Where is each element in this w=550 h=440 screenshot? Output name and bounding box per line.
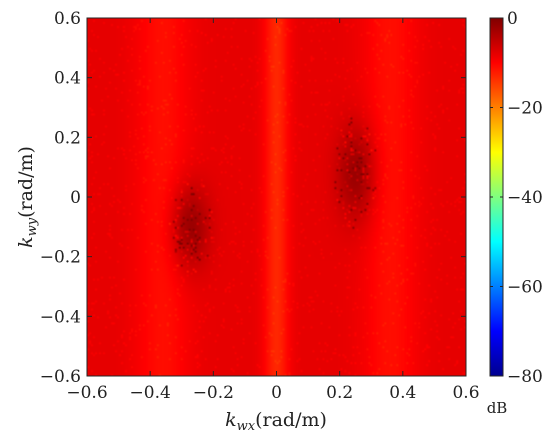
x-axis-ticks: −0.6 −0.4 −0.2 0 0.2 0.4 0.6 [66,18,480,403]
plot-area [86,17,467,377]
colorbar: 0 −20 −40 −60 −80 dB [487,9,543,417]
x-tick-label: 0.2 [326,383,353,403]
x-axis-label: kwx(rad/m) [225,409,327,434]
colorbar-tick-label: −80 [507,367,543,387]
y-tick-label: 0.4 [54,69,81,89]
colorbar-tick-label: −60 [507,278,543,298]
x-tick-label: −0.4 [130,383,171,403]
y-tick-label: 0.6 [54,9,81,29]
y-axis-unit: (rad/m) [15,146,37,218]
x-axis-symbol: k [225,409,237,431]
y-axis-subscript: wy [25,217,40,236]
y-tick-label: −0.6 [40,367,81,387]
colorbar-tick-label: −40 [507,188,543,208]
y-tick-label: −0.2 [40,248,81,268]
x-tick-label: 0.6 [452,383,479,403]
colorbar-tick-label: 0 [507,9,518,29]
y-axis-label: kwy(rad/m) [15,146,40,248]
x-axis-subscript: wx [237,419,256,434]
colorbar-unit-label: dB [487,399,508,417]
x-tick-label: −0.6 [66,383,107,403]
x-tick-label: 0.4 [389,383,416,403]
x-axis-unit: (rad/m) [255,409,327,431]
y-tick-label: 0 [70,188,81,208]
y-axis-symbol: k [15,236,37,248]
x-tick-label: 0 [271,383,282,403]
colorbar-tick-label: −20 [507,99,543,119]
y-tick-label: 0.2 [54,128,81,148]
x-tick-label: −0.2 [193,383,234,403]
colorbar-ticks: 0 −20 −40 −60 −80 [490,9,543,387]
y-axis-ticks: −0.6 −0.4 −0.2 0 0.2 0.4 0.6 [40,9,466,387]
y-tick-label: −0.4 [40,307,81,327]
heatmap-image [87,18,466,376]
